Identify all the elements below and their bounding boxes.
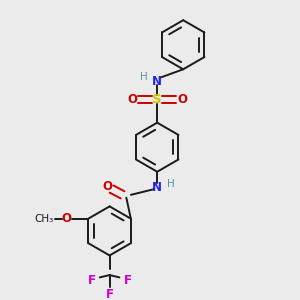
Text: F: F [88, 274, 96, 287]
Text: CH₃: CH₃ [34, 214, 54, 224]
Text: O: O [102, 180, 112, 193]
Text: N: N [152, 181, 162, 194]
Text: S: S [152, 93, 162, 106]
Text: N: N [152, 75, 162, 88]
Text: O: O [62, 212, 72, 225]
Text: F: F [124, 274, 131, 287]
Text: O: O [177, 93, 187, 106]
Text: H: H [167, 178, 175, 189]
Text: O: O [127, 93, 137, 106]
Text: H: H [140, 72, 148, 82]
Text: F: F [106, 288, 114, 300]
